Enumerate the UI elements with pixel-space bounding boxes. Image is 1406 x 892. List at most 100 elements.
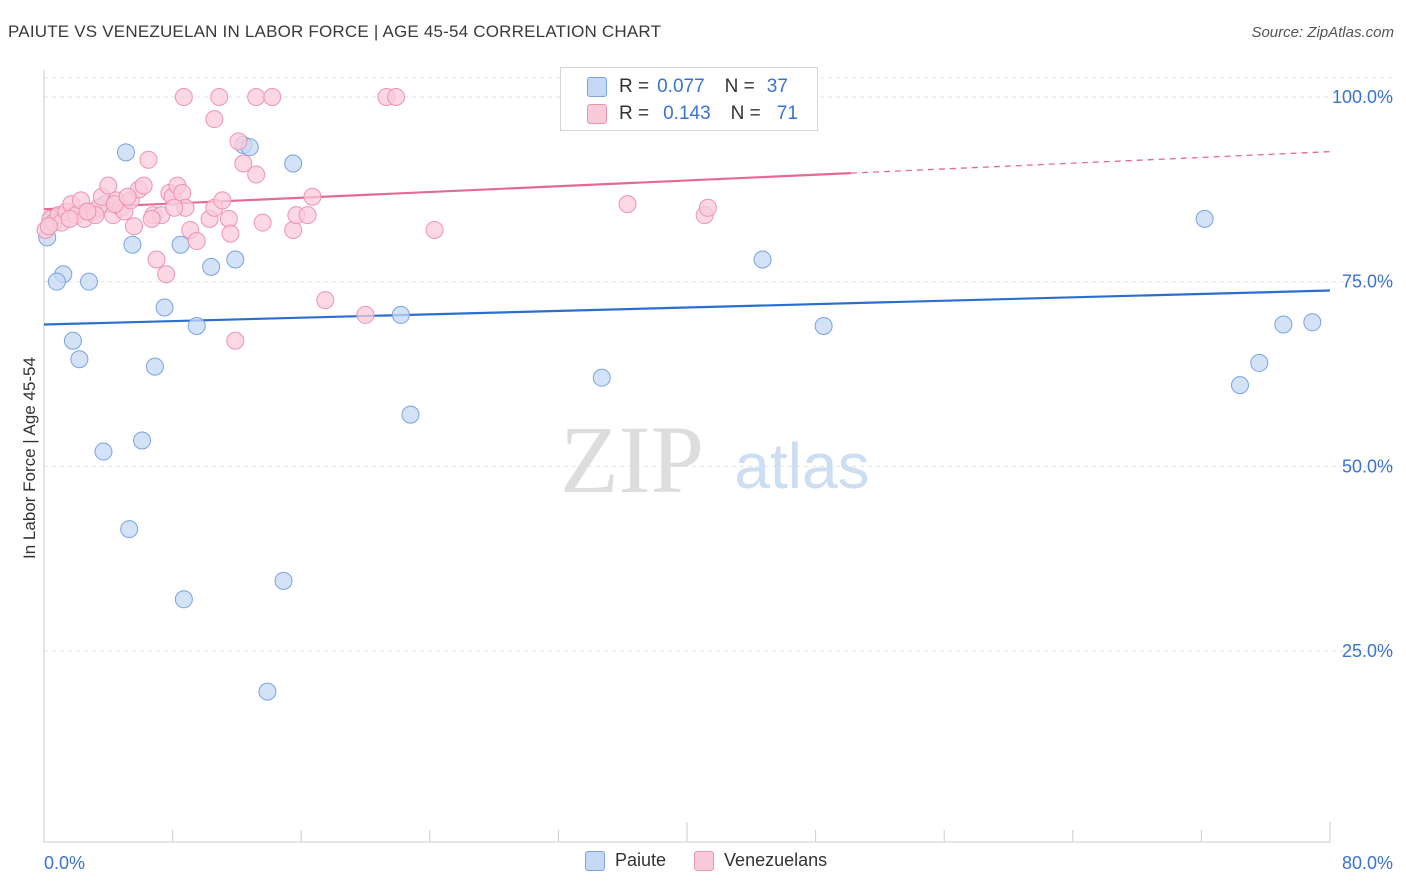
y-axis-title: In Labor Force | Age 45-54 bbox=[20, 357, 39, 559]
venezuelan-point bbox=[165, 198, 184, 217]
paiute-point bbox=[123, 235, 142, 254]
source-credit: Source: ZipAtlas.com bbox=[1251, 24, 1394, 41]
venezuelan-point bbox=[387, 88, 406, 106]
paiute-point bbox=[202, 257, 221, 276]
paiute-point bbox=[155, 298, 174, 317]
venezuelan-point bbox=[226, 331, 245, 350]
paiute-n-label: N = bbox=[724, 76, 755, 97]
venezuelan-point bbox=[247, 165, 266, 184]
chart-title: PAIUTE VS VENEZUELAN IN LABOR FORCE | AG… bbox=[8, 22, 662, 41]
venezuelan-point bbox=[356, 305, 375, 324]
label-layer: 100.0% 75.0% 50.0% 25.0% 0.0% 80.0% In Labor F… bbox=[20, 87, 1393, 873]
paiute-trend-line bbox=[43, 289, 1331, 326]
paiute-point bbox=[70, 350, 89, 369]
venezuelan-point bbox=[139, 150, 158, 169]
venezuelan-point bbox=[698, 198, 717, 217]
watermark-atlas: atlas bbox=[734, 430, 869, 502]
venezuelan-point bbox=[134, 176, 153, 195]
paiute-point bbox=[120, 520, 139, 539]
points-layer bbox=[36, 88, 1322, 701]
venezuelan-point bbox=[213, 191, 232, 210]
venezuelan-point bbox=[147, 250, 166, 269]
paiute-point bbox=[1274, 315, 1293, 334]
paiute-point bbox=[274, 571, 293, 590]
legend-swatch-paiute bbox=[585, 850, 605, 871]
venezuelan-point bbox=[157, 265, 176, 284]
venezuelan-point bbox=[60, 209, 79, 228]
paiute-point bbox=[145, 357, 164, 376]
venezuelan-point bbox=[618, 195, 637, 214]
venezuelans-n-label: N = bbox=[730, 103, 761, 124]
venezuelan-point bbox=[99, 176, 118, 195]
venezuelan-point bbox=[125, 217, 144, 236]
paiute-swatch bbox=[587, 77, 607, 97]
venezuelan-point bbox=[210, 88, 229, 106]
paiute-point bbox=[94, 442, 113, 461]
x-tick-label: 80.0% bbox=[1342, 853, 1393, 873]
y-tick-label: 75.0% bbox=[1342, 272, 1393, 292]
venezuelan-point bbox=[39, 217, 58, 236]
stats-row-paiute: R = 0.077 N = 37 bbox=[587, 74, 788, 100]
paiute-point bbox=[1303, 313, 1322, 332]
venezuelan-point bbox=[229, 132, 248, 151]
paiute-r-label: R = bbox=[619, 76, 650, 97]
paiute-point bbox=[187, 316, 206, 335]
venezuelan-point bbox=[316, 291, 335, 310]
venezuelan-point bbox=[173, 184, 192, 203]
venezuelans-r-value: 0.143 bbox=[663, 103, 711, 124]
paiute-point bbox=[174, 590, 193, 609]
watermark-zip: ZIP bbox=[560, 406, 704, 513]
paiute-point bbox=[1250, 353, 1269, 372]
watermark: ZIP atlas bbox=[560, 406, 870, 513]
paiute-point bbox=[63, 331, 82, 350]
stats-legend: R = 0.077 N = 37 R = 0.143 N = 71 bbox=[560, 67, 818, 131]
paiute-n-value: 37 bbox=[766, 76, 788, 97]
paiute-point bbox=[47, 272, 66, 291]
venezuelan-point bbox=[118, 187, 137, 206]
venezuelan-point bbox=[205, 110, 224, 129]
paiute-point bbox=[592, 368, 611, 387]
venezuelan-point bbox=[298, 206, 317, 225]
paiute-point bbox=[814, 316, 833, 335]
paiute-point bbox=[753, 250, 772, 269]
y-tick-label: 25.0% bbox=[1342, 641, 1393, 661]
paiute-point bbox=[1230, 376, 1249, 395]
venezuelan-point bbox=[425, 220, 444, 239]
paiute-point bbox=[171, 235, 190, 254]
paiute-point bbox=[116, 143, 135, 162]
legend-item-paiute[interactable]: Paiute bbox=[585, 850, 666, 871]
legend-label-venezuelans: Venezuelans bbox=[724, 850, 828, 870]
paiute-point bbox=[391, 305, 410, 324]
paiute-r-value: 0.077 bbox=[657, 76, 705, 97]
paiute-point bbox=[226, 250, 245, 269]
venezuelan-point bbox=[174, 88, 193, 106]
venezuelan-point bbox=[187, 232, 206, 251]
paiute-point bbox=[284, 154, 303, 173]
venezuelan-point bbox=[247, 88, 266, 106]
legend-item-venezuelans[interactable]: Venezuelans bbox=[694, 850, 827, 871]
venezuelan-point bbox=[284, 220, 303, 239]
y-tick-label: 50.0% bbox=[1342, 456, 1393, 476]
venezuelans-swatch bbox=[587, 104, 607, 124]
venezuelan-point bbox=[142, 209, 161, 228]
venezuelan-point bbox=[221, 224, 240, 243]
axis-layer bbox=[43, 70, 1331, 843]
paiute-point bbox=[1195, 209, 1214, 228]
venezuelan-point bbox=[253, 213, 272, 232]
paiute-point bbox=[133, 431, 152, 450]
paiute-point bbox=[401, 405, 420, 424]
x-tick-label: 0.0% bbox=[44, 853, 85, 873]
legend-label-paiute: Paiute bbox=[615, 850, 667, 870]
venezuelans-trend-extension bbox=[850, 151, 1331, 174]
series-legend: Paiute Venezuelans bbox=[585, 850, 855, 871]
venezuelan-point bbox=[263, 88, 282, 106]
venezuelan-point bbox=[234, 154, 253, 173]
stats-row-venezuelans: R = 0.143 N = 71 bbox=[587, 101, 798, 127]
venezuelan-point bbox=[78, 202, 97, 221]
paiute-point bbox=[258, 682, 277, 701]
venezuelans-r-label: R = bbox=[619, 103, 650, 124]
venezuelans-n-value: 71 bbox=[776, 103, 798, 124]
paiute-point bbox=[80, 272, 99, 291]
y-tick-label: 100.0% bbox=[1332, 87, 1393, 107]
